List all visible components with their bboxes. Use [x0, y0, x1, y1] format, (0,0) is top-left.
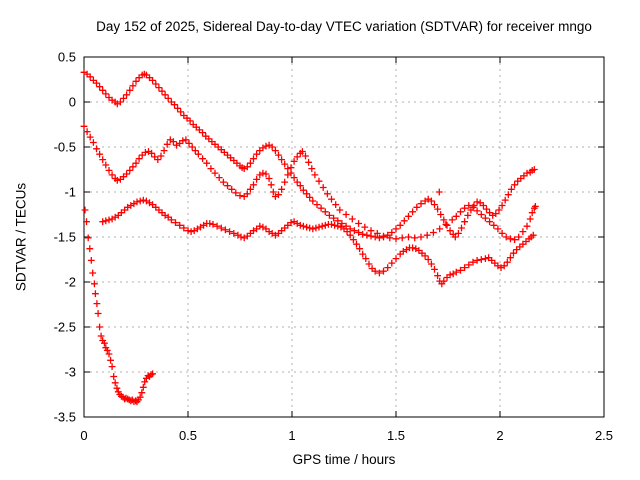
series-trace-1-points: [80, 68, 538, 242]
y-tick-label: -0.5: [54, 140, 76, 155]
series-trace-4-points: [81, 206, 156, 406]
x-tick-label: 0.5: [179, 428, 197, 443]
y-tick-label: 0: [69, 95, 76, 110]
series-trace-2-points: [80, 122, 539, 244]
x-tick-label: 1.5: [387, 428, 405, 443]
y-tick-label: -2: [64, 275, 76, 290]
y-tick-label: -1: [64, 185, 76, 200]
x-axis-label: GPS time / hours: [292, 452, 396, 467]
x-tick-label: 2: [496, 428, 503, 443]
y-tick-label: -3: [64, 365, 76, 380]
x-tick-label: 0: [80, 428, 87, 443]
x-tick-label: 1: [288, 428, 295, 443]
y-tick-label: -3.5: [54, 410, 76, 425]
y-axis-label: SDTVAR / TECUs: [13, 182, 29, 292]
y-tick-label: -2.5: [54, 320, 76, 335]
y-tick-label: -1.5: [54, 230, 76, 245]
y-tick-label: 0.5: [58, 50, 76, 65]
series-trace-3-points: [99, 196, 537, 288]
chart-title: Day 152 of 2025, Sidereal Day-to-day VTE…: [96, 19, 592, 34]
x-tick-label: 2.5: [595, 428, 613, 443]
